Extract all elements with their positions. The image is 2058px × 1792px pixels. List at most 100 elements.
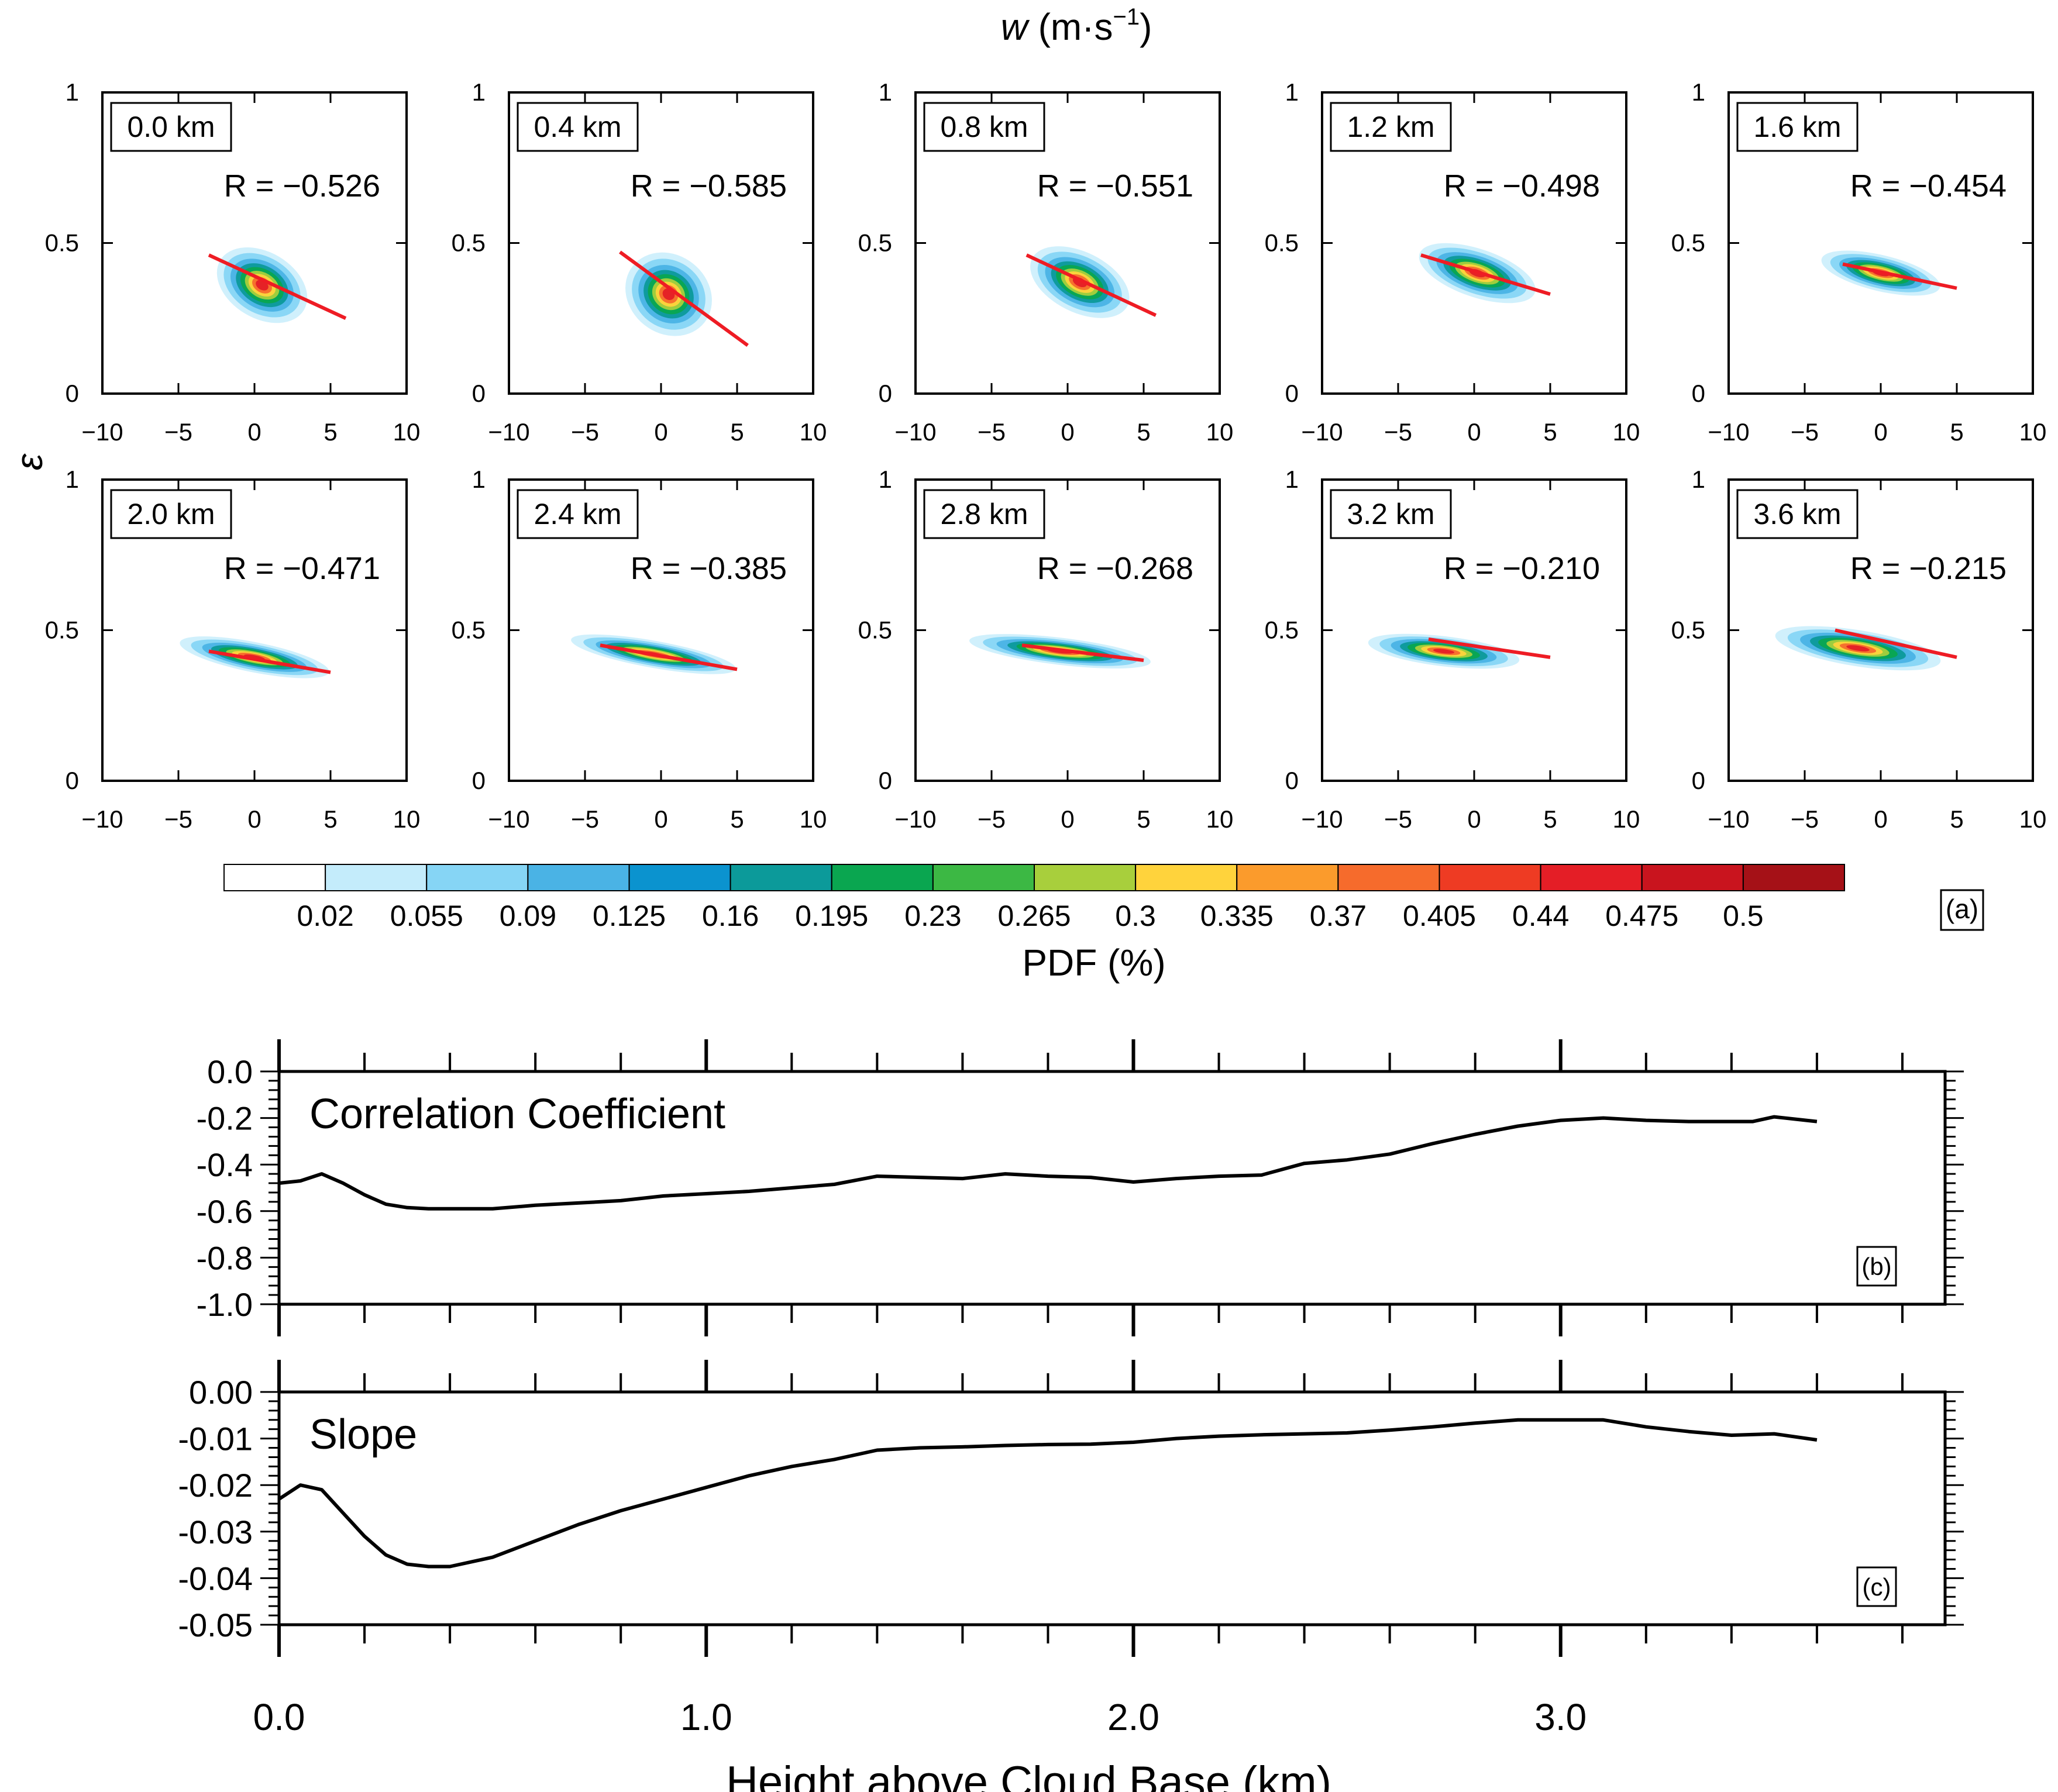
- y-tick-label: 0: [1285, 380, 1299, 407]
- scatter-panel: −10 −5 0 5 10 0 0.5 1 2.0 km R = −0.471: [45, 466, 421, 833]
- y-tick-label: 0: [66, 380, 79, 407]
- x-tick-label: −5: [571, 805, 599, 833]
- y-tick-label: -0.05: [178, 1607, 253, 1643]
- x-axis-label: Height above Cloud Base (km): [726, 1757, 1331, 1792]
- panel-title: Slope: [309, 1411, 417, 1458]
- y-tick-label: 1: [66, 466, 79, 493]
- x-tick-label: −10: [894, 418, 936, 446]
- y-tick-label: -0.02: [178, 1467, 253, 1504]
- x-tick-label: 0.0: [253, 1696, 305, 1738]
- x-tick-label: 0: [654, 805, 667, 833]
- y-tick-label: 0.5: [452, 616, 486, 644]
- height-label: 2.0 km: [127, 498, 215, 530]
- y-tick-label: 1: [66, 78, 79, 106]
- density-contour: [1433, 649, 1455, 654]
- x-tick-label: 5: [324, 418, 337, 446]
- height-label-box: [110, 102, 232, 152]
- colorbar-segment: [1034, 864, 1137, 891]
- x-tick-label: 10: [393, 418, 421, 446]
- x-tick-label: −10: [1301, 418, 1343, 446]
- y-tick-label: 0: [1692, 767, 1705, 794]
- colorbar-segment: [831, 864, 934, 891]
- x-tick-label: 10: [1613, 805, 1640, 833]
- panel-frame: [277, 1070, 1947, 1306]
- y-tick-label: 1: [879, 466, 892, 493]
- x-tick-label: 0: [1061, 805, 1074, 833]
- x-tick-label: 2.0: [1107, 1696, 1159, 1738]
- panel-title: Correlation Coefficient: [309, 1091, 725, 1138]
- height-label: 3.6 km: [1753, 498, 1841, 530]
- y-tick-label: 0: [1285, 767, 1299, 794]
- y-tick-label: 1: [1692, 466, 1705, 493]
- x-tick-label: 5: [324, 805, 337, 833]
- colorbar-tick-label: 0.44: [1512, 900, 1569, 932]
- colorbar-segment: [628, 864, 731, 891]
- x-tick-label: 0: [1467, 418, 1481, 446]
- y-tick-label: 0: [472, 380, 486, 407]
- x-tick-label: 0: [247, 805, 261, 833]
- x-tick-label: −5: [1791, 418, 1819, 446]
- regression-line: [619, 250, 749, 347]
- density-cloud: [1368, 633, 1520, 669]
- y-tick-label: 1: [1692, 78, 1705, 106]
- x-tick-label: −5: [164, 805, 192, 833]
- panel-label: (a): [1946, 894, 1978, 924]
- correlation-label: R = −0.471: [224, 551, 380, 586]
- colorbar-segment: [1438, 864, 1541, 891]
- correlation-label: R = −0.454: [1850, 168, 2007, 204]
- y-tick-label: 0.5: [858, 229, 892, 257]
- slope-panel: 0.00 -0.01 -0.02 -0.03 -0.04 -0.05 Slope (c) 0.0…: [178, 1360, 1964, 1792]
- y-tick-label: 0.5: [45, 616, 79, 644]
- colorbar-tick-label: 0.265: [997, 900, 1071, 932]
- regression-line: [208, 253, 347, 320]
- colorbar-tick-label: 0.195: [795, 900, 868, 932]
- y-tick-label: 0.5: [1671, 616, 1705, 644]
- density-cloud: [1030, 246, 1130, 318]
- x-tick-label: 0: [1874, 418, 1887, 446]
- height-label-box: [110, 489, 232, 539]
- scatter-panel: −10 −5 0 5 10 0 0.5 1 0.0 km R = −0.526: [45, 78, 421, 446]
- y-tick-label: 0: [879, 380, 892, 407]
- x-tick-label: −10: [488, 418, 529, 446]
- x-tick-label: −5: [1384, 418, 1412, 446]
- height-label: 1.2 km: [1347, 111, 1434, 143]
- y-tick-label: 0: [1692, 380, 1705, 407]
- scatter-panel: −10 −5 0 5 10 0 0.5 1 3.2 km R = −0.210: [1265, 466, 1640, 833]
- x-tick-label: 0: [247, 418, 261, 446]
- panel-label-box: [1856, 1566, 1897, 1607]
- colorbar-segment: [1337, 864, 1440, 891]
- scatter-panel: −10 −5 0 5 10 0 0.5 1 3.6 km R = −0.215: [1671, 466, 2047, 833]
- y-tick-label: 0.00: [189, 1374, 253, 1411]
- x-tick-label: 0: [1467, 805, 1481, 833]
- density-cloud: [216, 247, 308, 323]
- x-tick-label: 5: [1950, 805, 1963, 833]
- x-tick-label: −10: [1301, 805, 1343, 833]
- colorbar-tick-label: 0.16: [702, 900, 759, 932]
- scatter-panel: −10 −5 0 5 10 0 0.5 1 2.8 km R = −0.268: [858, 466, 1234, 833]
- scatter-panel: −10 −5 0 5 10 0 0.5 1 0.4 km R = −0.585: [452, 78, 827, 446]
- colorbar-title: PDF (%): [1022, 942, 1165, 984]
- panel-label-box: [1856, 1246, 1897, 1287]
- x-tick-label: 10: [1206, 418, 1234, 446]
- correlation-label: R = −0.526: [224, 168, 380, 204]
- x-tick-label: −5: [1791, 805, 1819, 833]
- y-tick-label: -0.04: [178, 1560, 253, 1597]
- colorbar-tick-label: 0.5: [1723, 900, 1764, 932]
- scatter-panel: −10 −5 0 5 10 0 0.5 1 2.4 km R = −0.385: [452, 466, 827, 833]
- height-label: 0.0 km: [127, 111, 215, 143]
- x-tick-label: 0: [1061, 418, 1074, 446]
- height-label-box: [517, 102, 639, 152]
- x-tick-label: −5: [1384, 805, 1412, 833]
- panel-label: (c): [1863, 1573, 1891, 1601]
- density-contour: [1846, 645, 1870, 652]
- x-tick-label: 10: [2019, 805, 2047, 833]
- y-tick-label: 0.5: [452, 229, 486, 257]
- x-tick-label: −5: [571, 418, 599, 446]
- regression-line: [600, 643, 738, 671]
- y-tick-label: 0.5: [1671, 229, 1705, 257]
- regression-line: [1842, 262, 1957, 290]
- colorbar-segment: [426, 864, 529, 891]
- height-label: 3.2 km: [1347, 498, 1434, 530]
